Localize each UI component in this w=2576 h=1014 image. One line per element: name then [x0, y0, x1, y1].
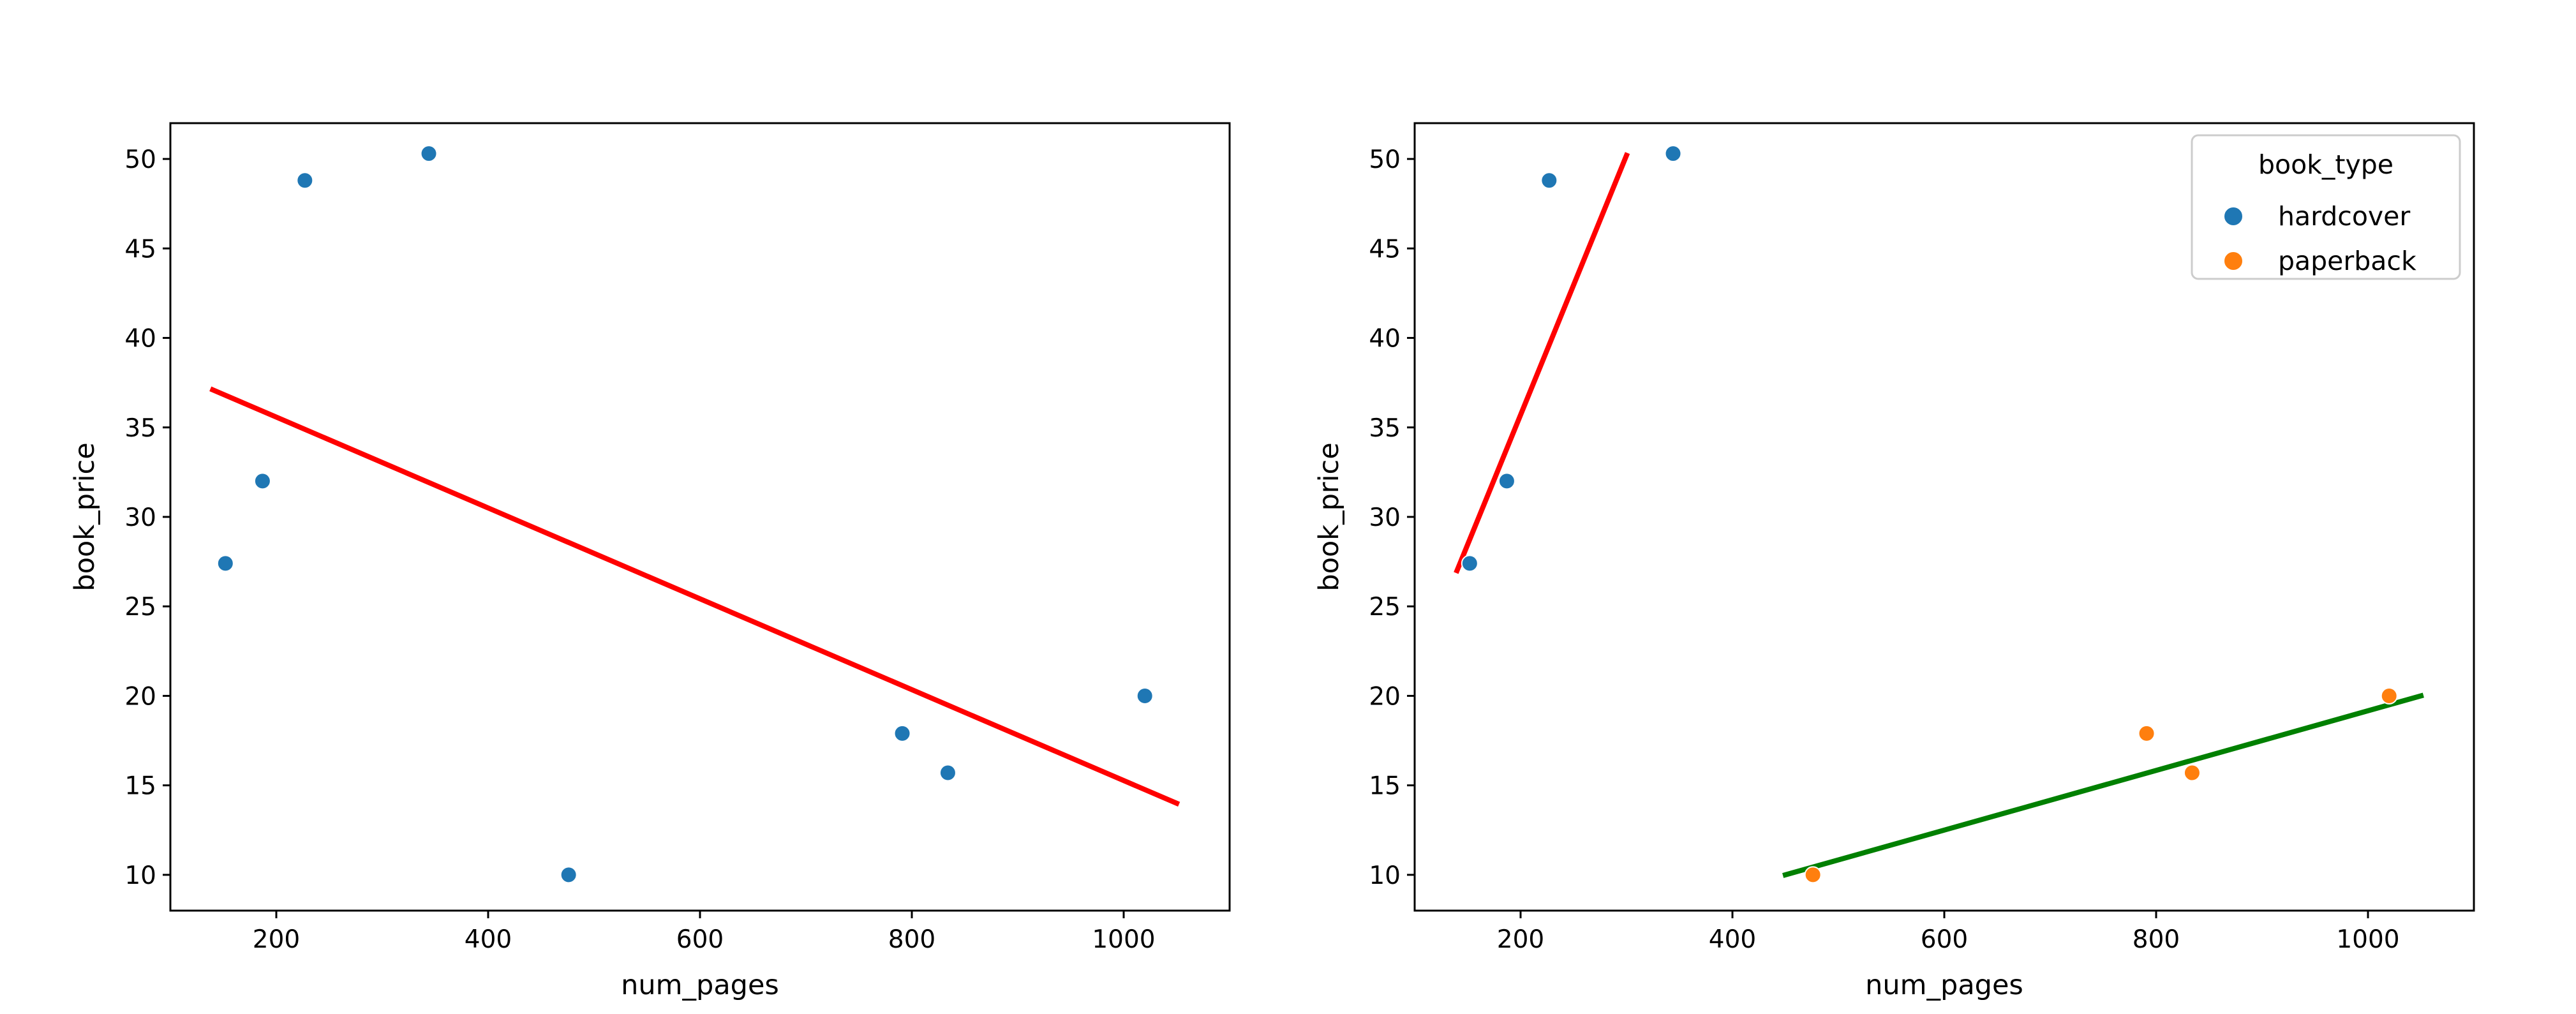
data-point-paperback	[2380, 687, 2398, 705]
data-point	[253, 472, 271, 490]
right-scatter-plot: 200 400 600 800 1000 10 15 20 25 30 35 40 45 50 num_pa…	[1313, 122, 2475, 1001]
legend-label-paperback: paperback	[2278, 246, 2416, 276]
y-tick-label: 20	[124, 682, 156, 711]
regression-line	[1454, 152, 1630, 574]
y-tick-label: 25	[1369, 593, 1401, 622]
x-tick-label: 400	[1709, 925, 1756, 954]
y-tick-label: 40	[124, 325, 156, 354]
y-tick-label: 45	[1369, 235, 1401, 264]
x-axis-label: num_pages	[1865, 969, 2023, 1001]
x-tick-label: 600	[1921, 925, 1968, 954]
data-point	[420, 145, 438, 163]
data-point	[560, 866, 577, 884]
data-point-paperback	[2183, 764, 2201, 782]
x-tick-label: 400	[465, 925, 512, 954]
data-point-hardcover	[1540, 172, 1558, 190]
y-tick-label: 10	[124, 861, 156, 890]
y-axis-label: book_price	[1313, 442, 1345, 591]
y-tick-label: 45	[124, 235, 156, 264]
data-point-hardcover	[1461, 555, 1478, 572]
data-point-paperback	[1804, 866, 1822, 884]
y-tick-label: 35	[124, 414, 156, 443]
y-axis-label: book_price	[69, 442, 101, 591]
legend-marker-paperback	[2223, 251, 2244, 271]
y-tick-label: 10	[1369, 861, 1401, 890]
regression-line	[1782, 692, 2424, 878]
legend-title: book_type	[2258, 149, 2394, 180]
y-tick-label: 15	[124, 772, 156, 801]
y-tick-label: 30	[124, 503, 156, 532]
data-point	[939, 764, 957, 782]
data-point	[216, 555, 234, 572]
x-tick-label: 800	[2133, 925, 2180, 954]
legend-box	[2191, 134, 2461, 280]
data-point-hardcover	[1664, 145, 1682, 163]
y-tick-label: 50	[1369, 145, 1401, 174]
data-point	[1136, 687, 1154, 705]
data-point-hardcover	[1498, 472, 1515, 490]
legend: book_type hardcover paperback	[2191, 134, 2461, 280]
regression-line	[209, 386, 1180, 807]
y-tick-label: 30	[1369, 503, 1401, 532]
data-point-paperback	[2138, 724, 2155, 742]
y-tick-label: 20	[1369, 682, 1401, 711]
y-tick-label: 35	[1369, 414, 1401, 443]
legend-marker-hardcover	[2223, 206, 2244, 227]
left-scatter-plot: 200 400 600 800 1000 10 15 20 25 30 35 40 45 50 num_pa…	[69, 122, 1231, 1001]
x-tick-label: 1000	[1092, 925, 1155, 954]
data-point	[893, 724, 911, 742]
x-axis-label: num_pages	[621, 969, 779, 1001]
y-tick-label: 40	[1369, 325, 1401, 354]
data-point	[296, 172, 314, 190]
legend-label-hardcover: hardcover	[2278, 201, 2410, 232]
x-tick-label: 600	[676, 925, 724, 954]
x-tick-label: 1000	[2336, 925, 2399, 954]
x-tick-label: 200	[1497, 925, 1544, 954]
y-tick-label: 15	[1369, 772, 1401, 801]
y-tick-label: 25	[124, 593, 156, 622]
x-tick-label: 200	[253, 925, 300, 954]
x-tick-label: 800	[888, 925, 935, 954]
y-tick-label: 50	[124, 145, 156, 174]
